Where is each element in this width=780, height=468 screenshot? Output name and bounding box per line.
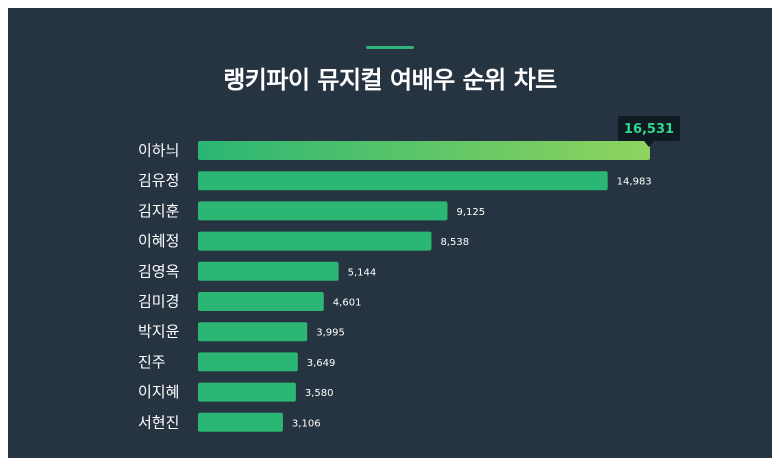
bar — [198, 382, 296, 402]
bar — [198, 201, 448, 221]
value-label: 16,531 — [624, 122, 674, 137]
category-label: 이하늬 — [138, 142, 179, 160]
chart-title: 랭키파이 뮤지컬 여배우 순위 차트 — [223, 66, 557, 94]
value-label: 3,106 — [292, 418, 321, 429]
value-label: 3,649 — [307, 358, 336, 369]
category-label: 박지윤 — [138, 323, 180, 341]
bar — [198, 352, 298, 372]
value-label: 3,580 — [305, 388, 334, 399]
bar — [198, 231, 432, 251]
value-label: 4,601 — [333, 298, 362, 309]
bar — [198, 412, 283, 432]
value-label: 9,125 — [457, 207, 486, 218]
top-value-callout — [618, 116, 680, 141]
category-label: 서현진 — [138, 413, 179, 431]
category-label: 김영옥 — [138, 262, 179, 280]
category-label: 김지훈 — [138, 202, 179, 220]
bar — [198, 322, 308, 342]
value-label: 3,995 — [316, 328, 345, 339]
chart-panel: 랭키파이 뮤지컬 여배우 순위 차트 이하늬 16,531 김유정 14,983 김지훈… — [8, 8, 772, 458]
category-label: 이혜정 — [138, 232, 179, 250]
category-label: 진주 — [138, 353, 166, 371]
bar-chart: 이하늬 16,531 김유정 14,983 김지훈 9,125 이혜정 8,538 김영옥 5,1… — [138, 116, 680, 432]
bar — [198, 141, 650, 160]
value-label: 8,538 — [440, 237, 469, 248]
category-label: 김미경 — [138, 293, 179, 311]
category-label: 김유정 — [138, 172, 179, 190]
bar — [198, 292, 324, 311]
value-label: 5,144 — [348, 267, 377, 278]
value-label: 14,983 — [617, 177, 652, 188]
bar — [198, 171, 608, 191]
category-label: 이지혜 — [138, 383, 179, 401]
callout-pointer — [644, 141, 654, 147]
title-accent-line — [366, 46, 414, 49]
bar — [198, 261, 339, 281]
